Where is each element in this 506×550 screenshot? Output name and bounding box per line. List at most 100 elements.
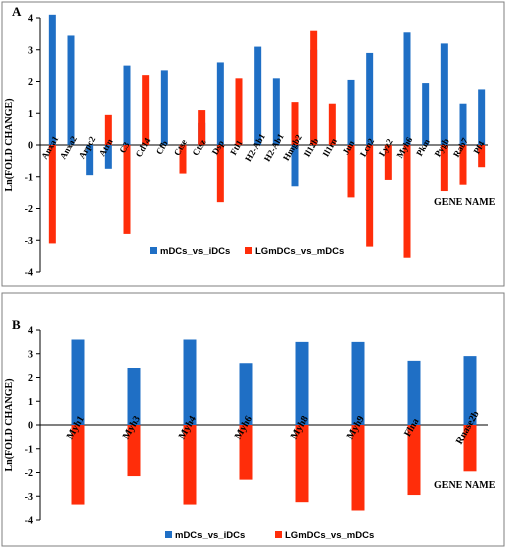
- y-axis-title: Ln(FOLD CHANGE): [4, 98, 15, 191]
- x-axis-title: GENE NAME: [434, 197, 496, 208]
- category-label: Cd14: [134, 136, 153, 159]
- bar-mdcs-vs-idcs: [48, 14, 56, 146]
- legend-label: mDCs_vs_iDCs: [160, 246, 230, 257]
- y-axis-title: Ln(FOLD CHANGE): [4, 378, 15, 471]
- bar-lgmdcs-vs-mdcs: [295, 425, 309, 503]
- legend-label: LGmDCs_vs_mDCs: [285, 530, 374, 541]
- bar-mdcs-vs-idcs: [291, 145, 299, 187]
- category-label: C3: [117, 140, 131, 155]
- y-tick-label: -3: [25, 236, 33, 247]
- y-tick-label: -1: [25, 444, 33, 455]
- bar-lgmdcs-vs-mdcs: [183, 425, 197, 505]
- category-label: Rab7: [451, 136, 470, 159]
- bar-lgmdcs-vs-mdcs: [291, 102, 299, 145]
- bar-lgmdcs-vs-mdcs: [127, 425, 141, 477]
- bar-mdcs-vs-idcs: [67, 35, 75, 145]
- bar-mdcs-vs-idcs: [86, 145, 94, 176]
- bar-mdcs-vs-idcs: [478, 89, 486, 145]
- bar-lgmdcs-vs-mdcs: [48, 145, 56, 244]
- bar-mdcs-vs-idcs: [104, 145, 112, 169]
- bar-mdcs-vs-idcs: [123, 65, 131, 145]
- bar-lgmdcs-vs-mdcs: [216, 145, 224, 203]
- category-label: Il12b: [302, 136, 321, 158]
- panel-label: B: [12, 317, 21, 332]
- y-tick-label: 3: [28, 45, 33, 56]
- bar-mdcs-vs-idcs: [407, 360, 421, 425]
- y-tick-label: 1: [28, 397, 33, 408]
- panel-frame: [1, 292, 505, 547]
- legend-swatch: [150, 247, 157, 254]
- legend-label: mDCs_vs_iDCs: [175, 530, 245, 541]
- legend-swatch: [245, 247, 252, 254]
- category-label: Il1rn: [321, 137, 339, 159]
- y-tick-label: 3: [28, 349, 33, 360]
- category-label: Lyz2: [377, 137, 395, 158]
- bar-lgmdcs-vs-mdcs: [123, 145, 131, 234]
- bar-lgmdcs-vs-mdcs: [459, 145, 467, 185]
- bar-mdcs-vs-idcs: [127, 368, 141, 425]
- y-tick-label: 4: [28, 326, 33, 337]
- category-label: Lcn2: [358, 136, 377, 158]
- y-tick-label: 4: [28, 14, 33, 25]
- bar-mdcs-vs-idcs: [366, 52, 374, 145]
- bar-lgmdcs-vs-mdcs: [328, 103, 336, 145]
- bar-mdcs-vs-idcs: [440, 43, 448, 145]
- bar-mdcs-vs-idcs: [183, 339, 197, 425]
- y-tick-label: -1: [25, 172, 33, 183]
- bar-lgmdcs-vs-mdcs: [71, 425, 85, 505]
- y-tick-label: -2: [25, 468, 33, 479]
- bar-mdcs-vs-idcs: [463, 356, 477, 425]
- y-tick-label: 0: [28, 421, 33, 432]
- y-tick-label: -4: [25, 516, 33, 527]
- bar-mdcs-vs-idcs: [254, 46, 262, 146]
- bar-lgmdcs-vs-mdcs: [310, 30, 318, 146]
- bar-lgmdcs-vs-mdcs: [407, 425, 421, 496]
- category-label: Myh6: [394, 135, 414, 160]
- y-tick-label: -3: [25, 492, 33, 503]
- bar-lgmdcs-vs-mdcs: [440, 145, 448, 192]
- y-tick-label: 2: [28, 373, 33, 384]
- bar-lgmdcs-vs-mdcs: [478, 145, 486, 168]
- bar-lgmdcs-vs-mdcs: [351, 425, 365, 511]
- bar-lgmdcs-vs-mdcs: [239, 425, 253, 480]
- bar-lgmdcs-vs-mdcs: [347, 145, 355, 198]
- category-label: Pkm: [414, 137, 432, 158]
- bar-mdcs-vs-idcs: [71, 339, 85, 425]
- bar-mdcs-vs-idcs: [351, 341, 365, 425]
- category-label: Arpc2: [77, 134, 98, 160]
- bar-lgmdcs-vs-mdcs: [463, 425, 477, 472]
- bar-lgmdcs-vs-mdcs: [235, 78, 243, 145]
- legend-label: LGmDCs_vs_mDCs: [255, 246, 344, 257]
- bar-mdcs-vs-idcs: [216, 62, 224, 146]
- y-tick-label: 1: [28, 109, 33, 120]
- y-tick-label: -2: [25, 204, 33, 215]
- bar-lgmdcs-vs-mdcs: [366, 145, 374, 247]
- bar-lgmdcs-vs-mdcs: [384, 145, 392, 180]
- panel-label: A: [12, 4, 22, 19]
- y-tick-label: 0: [28, 141, 33, 152]
- bar-lgmdcs-vs-mdcs: [198, 110, 206, 145]
- category-label: Anxa1: [39, 134, 60, 161]
- bar-mdcs-vs-idcs: [347, 79, 355, 145]
- bar-mdcs-vs-idcs: [459, 103, 467, 145]
- bar-mdcs-vs-idcs: [272, 78, 280, 145]
- category-label: Anxa2: [58, 134, 79, 161]
- bar-lgmdcs-vs-mdcs: [104, 114, 112, 145]
- x-axis-title: GENE NAME: [434, 480, 496, 491]
- legend-swatch: [275, 531, 282, 538]
- y-tick-label: -4: [25, 268, 33, 279]
- bar-lgmdcs-vs-mdcs: [403, 145, 411, 258]
- category-label: Atrn: [97, 137, 115, 158]
- y-tick-label: 2: [28, 77, 33, 88]
- panel-frame: [1, 1, 505, 287]
- bar-lgmdcs-vs-mdcs: [142, 75, 150, 145]
- category-label: Pygb: [433, 137, 451, 159]
- bar-mdcs-vs-idcs: [422, 83, 430, 145]
- bar-mdcs-vs-idcs: [239, 363, 253, 425]
- bar-lgmdcs-vs-mdcs: [179, 145, 187, 174]
- bar-mdcs-vs-idcs: [403, 32, 411, 145]
- bar-mdcs-vs-idcs: [295, 341, 309, 425]
